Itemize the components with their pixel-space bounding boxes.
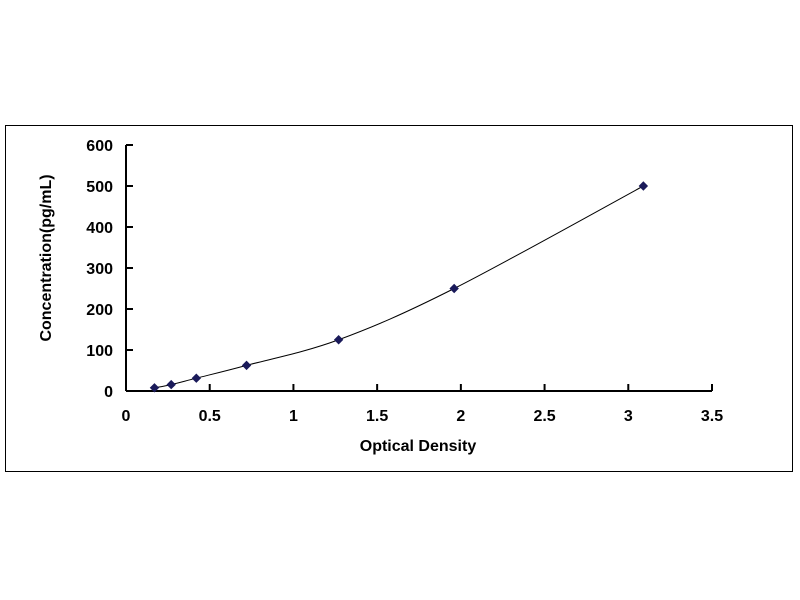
data-point (333, 335, 344, 345)
y-tick-label: 0 (104, 384, 113, 401)
y-tick-label: 600 (86, 138, 113, 155)
data-point (191, 373, 202, 383)
y-tick-label: 500 (86, 179, 113, 196)
x-tick-label: 0.5 (199, 408, 221, 425)
x-tick-label: 3 (624, 408, 633, 425)
axes (125, 144, 713, 392)
y-axis-label: Concentration(pg/mL) (38, 174, 55, 341)
chart-frame (5, 125, 793, 472)
data-point (166, 379, 176, 390)
x-tick-label: 2.5 (533, 408, 555, 425)
x-tick-label: 1.5 (366, 408, 388, 425)
y-tick-label: 100 (86, 343, 113, 360)
y-tick-label: 400 (86, 220, 113, 237)
fitted-curve (154, 185, 644, 389)
x-tick-label: 2 (456, 408, 465, 425)
tick-labels: 0 0.5 1 1.5 2 2.5 3 3.5 0 100 200 300 400 500 600 (86, 138, 723, 425)
x-tick-label: 1 (289, 408, 298, 425)
data-point (149, 383, 160, 393)
x-tick-label: 0 (122, 408, 131, 425)
y-tick-label: 300 (86, 261, 113, 278)
y-tick-label: 200 (86, 302, 113, 319)
x-tick-label: 3.5 (701, 408, 723, 425)
data-points (149, 181, 649, 393)
data-point (638, 181, 649, 191)
x-axis-label: Optical Density (360, 438, 477, 455)
data-point (241, 360, 252, 371)
data-point (449, 283, 459, 294)
